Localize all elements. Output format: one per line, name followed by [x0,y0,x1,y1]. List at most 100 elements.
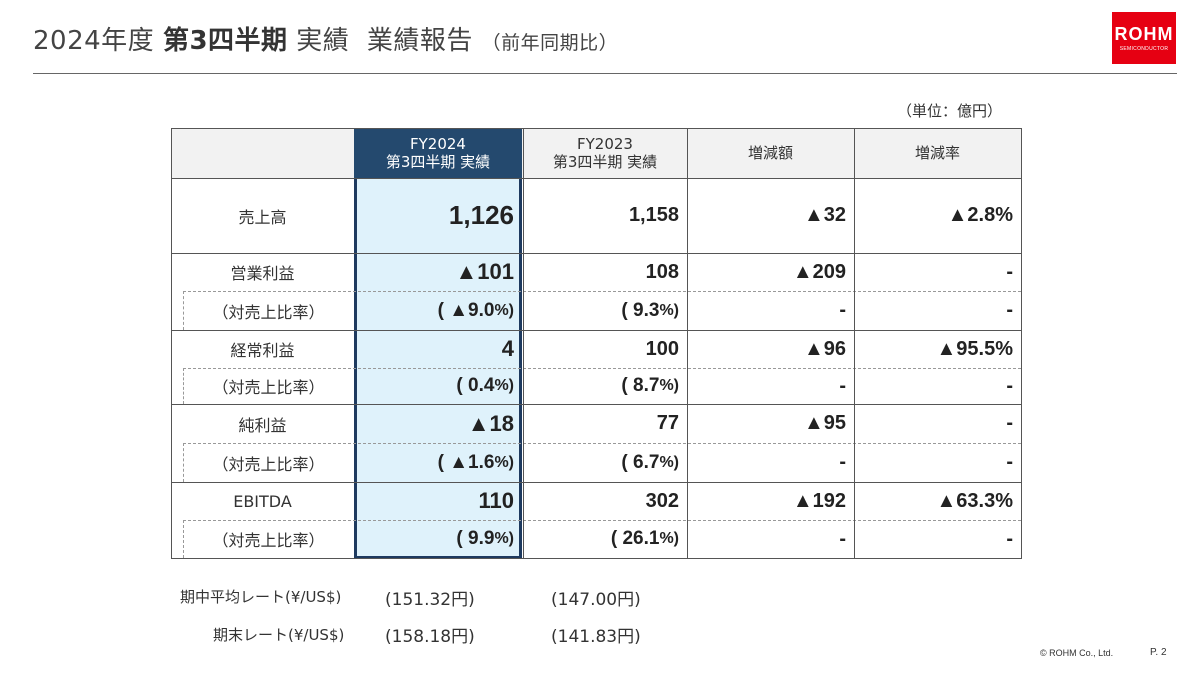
avg-rate-fy2023: (147.00円) [551,590,641,610]
operating-margin-rate: - [1006,299,1013,321]
row-label-net-margin: （対売上比率） [212,454,325,474]
title-results: 実績 [296,26,350,56]
unit-note: （単位：億円） [896,102,1002,120]
fy2024-header-highlight [354,128,522,178]
logo-sub: SEMICONDUCTOR [1119,46,1169,52]
ebitda-margin-change: - [839,527,846,550]
title-main: 業績報告 [366,26,473,56]
page-title: 2024年度 第3四半期 実績 業績報告 （前年同期比） [33,20,618,60]
ordinary-margin-fy2023-pct: %) [659,377,679,394]
avg-rate-fy2024: (151.32円) [385,590,475,610]
operating-margin-fy2024-pct: %) [494,301,514,319]
grid-line [171,253,1021,254]
grid-line-dotted [183,443,1021,444]
grid-line [687,128,688,559]
ebitda-margin-fy2023-pct: %) [659,530,679,547]
end-rate-fy2023: (141.83円) [551,627,641,647]
title-quarter: 第3四半期 [162,26,288,56]
ordinary-margin-fy2023-value: ( 8.7 [621,375,660,396]
grid-line [854,128,855,559]
ordinary-income-rate: ▲95.5% [936,337,1013,360]
net-income-change: ▲95 [803,412,846,434]
operating-margin-fy2024-value: ( ▲9.0 [437,299,495,321]
header-fy2024-period: 第3四半期 実績 [385,153,491,171]
net-margin-fy2023-value: ( 6.7 [621,451,660,473]
results-table: FY2024 第3四半期 実績 FY2023 第3四半期 実績 増減額 増減率 … [171,128,1022,559]
grid-line-dotted [183,520,184,558]
title-divider [33,73,1177,74]
fy2024-column-highlight [354,128,522,559]
grid-line [523,128,524,559]
net-margin-rate: - [1006,451,1013,473]
net-margin-fy2023-pct: %) [659,453,679,471]
header-fy2024-year: FY2024 [410,135,466,153]
header-fy2024: FY2024 第3四半期 実績 [354,128,522,178]
avg-rate-label: 期中平均レート(¥/US$) [180,588,342,606]
header-fy2023: FY2023 第3四半期 実績 [523,128,687,178]
table-header-bg [171,128,1021,178]
net-margin-fy2023: ( 6.7%) [523,443,687,482]
net-margin-fy2024: ( ▲1.6%) [354,443,522,482]
ordinary-income-fy2024: 4 [501,336,514,361]
ebitda-fy2024: 110 [478,488,515,513]
ordinary-income-change: ▲96 [803,337,846,360]
rohm-logo: ROHM SEMICONDUCTOR [1112,12,1176,64]
net-margin-change: - [839,451,846,473]
ebitda-margin-fy2024-pct: %) [494,530,514,547]
copyright: © ROHM Co., Ltd. [1040,648,1114,658]
grid-line [171,482,1021,483]
ebitda-rate: ▲63.3% [936,489,1013,512]
ordinary-income-fy2023: 100 [645,337,679,360]
operating-income-rate: - [1006,260,1013,283]
grid-line-dotted [183,368,1021,369]
header-fy2023-year: FY2023 [577,135,633,153]
ordinary-margin-fy2024: ( 0.4%) [354,368,522,404]
row-label-operating-income: 営業利益 [230,264,295,283]
net-margin-fy2024-pct: %) [494,453,514,471]
ebitda-margin-fy2024: ( 9.9%) [354,520,522,558]
row-label-net-income: 純利益 [238,415,287,435]
ebitda-margin-fy2023: ( 26.1%) [523,520,687,558]
ebitda-fy2023: 302 [645,489,679,512]
header-fy2023-period: 第3四半期 実績 [552,153,658,171]
net-income-fy2023: 77 [656,412,679,434]
ordinary-margin-fy2024-value: ( 0.4 [456,375,495,396]
ebitda-margin-fy2023-value: ( 26.1 [610,528,660,549]
ebitda-margin-rate: - [1006,527,1013,550]
ebitda-margin-fy2024-value: ( 9.9 [456,528,495,549]
title-suffix: （前年同期比） [481,32,619,54]
operating-margin-fy2023-value: ( 9.3 [621,299,660,321]
row-label-ebitda: EBITDA [233,491,292,511]
grid-line [171,178,1021,179]
ordinary-margin-fy2023: ( 8.7%) [523,368,687,404]
header-rate-label: 増減率 [914,144,960,162]
sales-change: ▲32 [803,204,846,226]
grid-line [1021,128,1022,559]
operating-margin-fy2024: ( ▲9.0%) [354,291,522,330]
row-label-ebitda-margin: （対売上比率） [212,531,325,550]
end-rate-fy2024: (158.18円) [385,627,475,647]
ordinary-margin-rate: - [1006,374,1013,397]
ordinary-margin-fy2024-pct: %) [494,377,514,394]
row-label-operating-margin: （対売上比率） [212,302,325,322]
grid-line [171,330,1021,331]
sales-rate: ▲2.8% [947,204,1013,226]
net-income-rate: - [1006,412,1013,434]
page-number: P. 2 [1150,647,1167,658]
sales-fy2023: 1,158 [628,204,679,226]
operating-income-change: ▲209 [792,260,846,283]
header-change-label: 増減額 [747,144,793,162]
row-label-sales: 売上高 [238,207,287,227]
operating-margin-fy2023: ( 9.3%) [523,291,687,330]
grid-line-dotted [183,520,1021,521]
ebitda-change: ▲192 [792,489,846,512]
net-income-fy2024: ▲18 [467,410,514,436]
grid-line [171,558,1021,559]
net-margin-fy2024-value: ( ▲1.6 [437,451,495,473]
operating-margin-change: - [839,299,846,321]
header-change: 増減額 [687,128,854,178]
end-rate-label: 期末レート(¥/US$) [213,626,345,644]
grid-line-dotted [183,368,184,404]
grid-line [171,128,1021,129]
sales-fy2024: 1,126 [448,200,514,230]
